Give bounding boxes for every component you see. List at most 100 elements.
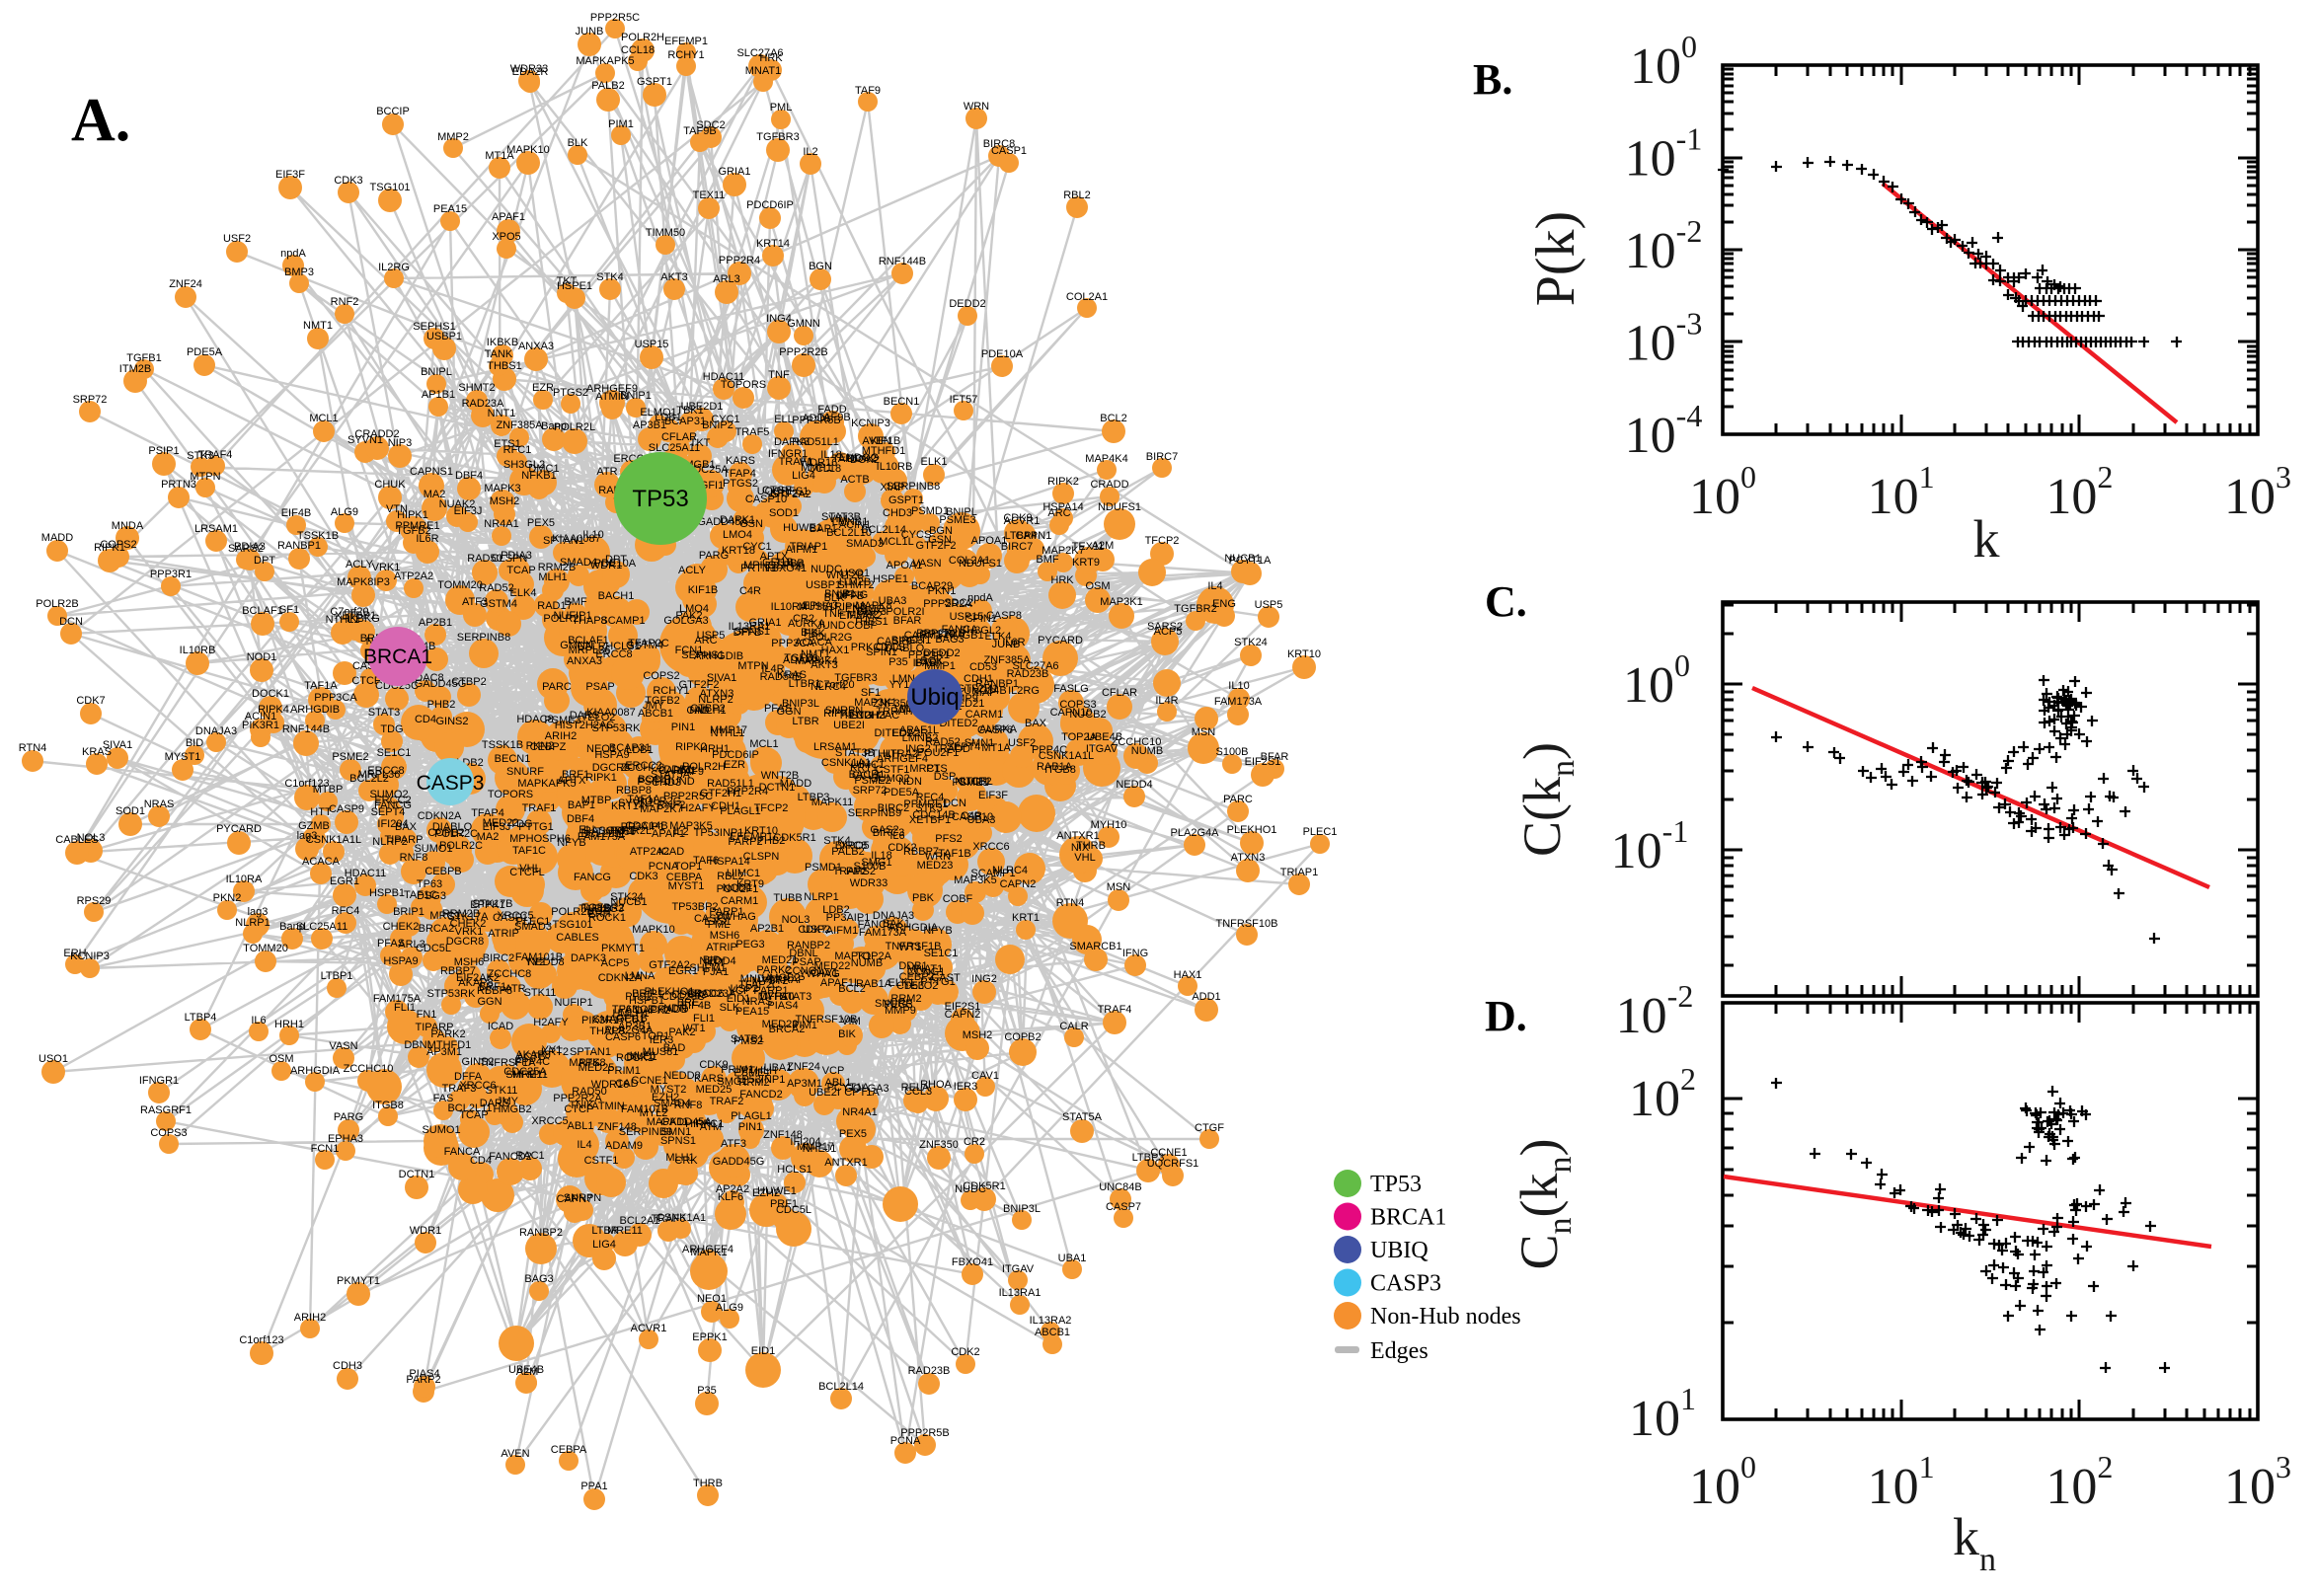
svg-text:WDR33: WDR33 [850, 877, 888, 889]
svg-text:MAP3K1: MAP3K1 [1100, 596, 1142, 608]
svg-text:PRIM1: PRIM1 [721, 1064, 754, 1076]
svg-text:PFS2: PFS2 [625, 991, 653, 1003]
svg-text:PEX5: PEX5 [839, 1128, 867, 1140]
svg-text:SDC2: SDC2 [944, 597, 972, 609]
svg-text:MRE11: MRE11 [607, 1225, 643, 1237]
svg-text:ARIH2: ARIH2 [294, 1312, 326, 1324]
svg-text:TBK1: TBK1 [676, 405, 704, 417]
svg-text:IFNGR1: IFNGR1 [139, 1075, 179, 1087]
svg-text:SPTAN1: SPTAN1 [570, 1046, 611, 1058]
svg-text:MSH6: MSH6 [710, 930, 740, 942]
svg-text:TAF6: TAF6 [693, 855, 719, 867]
svg-text:NEDD4: NEDD4 [1116, 779, 1152, 791]
svg-text:BRCA1: BRCA1 [363, 646, 432, 668]
svg-text:ARL3: ARL3 [713, 273, 740, 285]
svg-text:VRK1: VRK1 [372, 562, 401, 573]
svg-text:SUMO2: SUMO2 [369, 789, 408, 800]
svg-text:WT1: WT1 [682, 1023, 705, 1034]
svg-text:CLSPN: CLSPN [743, 851, 780, 863]
svg-text:ITM2B: ITM2B [839, 576, 871, 588]
svg-text:CDH3: CDH3 [333, 1360, 362, 1372]
svg-text:KRT9: KRT9 [1072, 557, 1100, 569]
svg-text:PJA1: PJA1 [703, 966, 729, 978]
svg-text:CTGF: CTGF [762, 485, 792, 496]
svg-text:NLRP1: NLRP1 [804, 891, 838, 903]
svg-text:TOMM20: TOMM20 [243, 943, 288, 954]
svg-text:LMNA: LMNA [625, 970, 656, 982]
svg-text:PLAGL1: PLAGL1 [731, 1110, 772, 1122]
svg-text:CHUK: CHUK [374, 479, 406, 491]
svg-text:BAK1: BAK1 [883, 918, 910, 930]
svg-text:DCN: DCN [59, 616, 83, 628]
svg-text:CEBPA: CEBPA [666, 872, 703, 883]
svg-text:TRAF2: TRAF2 [833, 866, 868, 877]
svg-text:EIF4B: EIF4B [281, 507, 312, 519]
svg-text:CAV1: CAV1 [971, 1070, 999, 1082]
svg-text:STAT3B: STAT3B [835, 747, 875, 759]
svg-text:TRAF4: TRAF4 [1098, 1004, 1132, 1016]
svg-text:RASGRF1: RASGRF1 [140, 1104, 192, 1116]
svg-text:BIRC2: BIRC2 [878, 802, 909, 814]
svg-text:IL4: IL4 [577, 1139, 591, 1151]
svg-text:PDE5A: PDE5A [884, 787, 920, 798]
svg-text:PPP3CA: PPP3CA [314, 692, 357, 704]
svg-text:HDAC8: HDAC8 [516, 714, 553, 725]
svg-text:CASP10: CASP10 [952, 811, 993, 823]
svg-text:JUNB: JUNB [576, 26, 604, 38]
svg-text:GTF2H1: GTF2H1 [700, 788, 741, 799]
svg-text:ACVR1: ACVR1 [631, 1323, 667, 1334]
svg-text:TAF1A: TAF1A [304, 680, 338, 692]
svg-text:COPS2: COPS2 [643, 670, 679, 682]
svg-text:VASN: VASN [329, 1040, 357, 1052]
svg-text:ERH: ERH [63, 948, 86, 959]
svg-text:PARC: PARC [542, 681, 572, 693]
svg-text:C(kn): C(kn) [1512, 742, 1582, 857]
svg-text:COBF: COBF [943, 893, 973, 905]
svg-text:CRADD: CRADD [1090, 479, 1128, 491]
svg-text:STP53RK: STP53RK [427, 988, 477, 1000]
svg-text:UIMC1: UIMC1 [727, 868, 760, 879]
svg-text:COL2A1: COL2A1 [1066, 291, 1108, 303]
svg-text:CTCFL: CTCFL [509, 867, 544, 878]
svg-text:RTN4: RTN4 [19, 742, 47, 754]
svg-text:KRT1: KRT1 [1012, 912, 1040, 924]
svg-text:ITGB8: ITGB8 [1044, 764, 1076, 776]
svg-text:KCNIP3: KCNIP3 [851, 418, 890, 429]
svg-text:C1orf123: C1orf123 [284, 778, 329, 790]
svg-text:DAPK1: DAPK1 [720, 514, 755, 526]
svg-text:DFFB: DFFB [733, 627, 762, 639]
svg-text:AVEN: AVEN [501, 1448, 529, 1460]
svg-text:MAPK1: MAPK1 [690, 1247, 727, 1258]
svg-text:TP53INP1: TP53INP1 [694, 827, 744, 839]
svg-text:NLRC4: NLRC4 [992, 865, 1028, 876]
svg-text:POLR2C: POLR2C [434, 828, 478, 840]
svg-text:PKN2: PKN2 [213, 892, 242, 904]
svg-text:THBS1: THBS1 [487, 360, 521, 372]
svg-text:SARS2: SARS2 [1147, 621, 1183, 633]
svg-text:EZH2: EZH2 [752, 1187, 780, 1199]
svg-text:DCTN1: DCTN1 [759, 782, 796, 794]
svg-text:PHB2: PHB2 [757, 835, 786, 847]
svg-text:FCN1: FCN1 [311, 1143, 340, 1155]
svg-text:MSN: MSN [1192, 726, 1216, 738]
svg-text:IFNG: IFNG [1122, 948, 1148, 959]
svg-text:XETBP1: XETBP1 [909, 814, 951, 826]
svg-text:CCNE1: CCNE1 [1150, 1147, 1187, 1159]
svg-text:CDK3: CDK3 [334, 175, 362, 187]
svg-text:BECN1: BECN1 [884, 396, 920, 408]
svg-text:POLR2L: POLR2L [554, 421, 595, 433]
svg-text:SOD1: SOD1 [769, 507, 799, 519]
svg-text:VASN: VASN [912, 558, 941, 570]
svg-text:NLRC4: NLRC4 [811, 681, 846, 693]
svg-text:MYST1: MYST1 [165, 751, 201, 763]
svg-text:BRF1: BRF1 [562, 769, 589, 781]
svg-text:TSG101: TSG101 [370, 182, 411, 193]
svg-text:MA2: MA2 [477, 831, 500, 843]
svg-text:HRH1: HRH1 [274, 1019, 304, 1030]
svg-text:RIPK4: RIPK4 [258, 704, 289, 716]
svg-text:D.: D. [1485, 992, 1527, 1040]
svg-text:BRE: BRE [677, 997, 700, 1009]
svg-text:BIRC2: BIRC2 [483, 952, 514, 964]
svg-text:ICAD: ICAD [658, 846, 684, 858]
svg-text:IL6R: IL6R [416, 533, 438, 545]
